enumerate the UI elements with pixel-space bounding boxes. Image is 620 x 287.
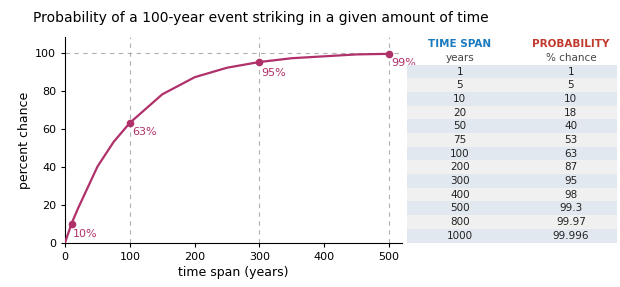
Text: 5: 5 <box>567 80 574 90</box>
Text: 5: 5 <box>456 80 463 90</box>
Text: % chance: % chance <box>546 53 596 63</box>
Bar <box>407 147 617 160</box>
Text: PROBABILITY: PROBABILITY <box>532 39 609 49</box>
Text: 87: 87 <box>564 162 577 172</box>
Text: 10: 10 <box>453 94 466 104</box>
Text: 99%: 99% <box>392 58 417 68</box>
Text: 300: 300 <box>450 176 469 186</box>
Bar <box>407 229 617 243</box>
Bar <box>407 215 617 229</box>
Bar <box>407 106 617 119</box>
Text: 20: 20 <box>453 108 466 118</box>
Text: 1000: 1000 <box>447 231 473 241</box>
Text: 10%: 10% <box>73 229 97 239</box>
Text: 10: 10 <box>564 94 577 104</box>
Text: 95: 95 <box>564 176 577 186</box>
Bar <box>407 119 617 133</box>
Bar <box>407 78 617 92</box>
Bar <box>407 133 617 147</box>
Text: 40: 40 <box>564 121 577 131</box>
Bar <box>407 92 617 106</box>
Bar <box>407 188 617 201</box>
Text: 18: 18 <box>564 108 577 118</box>
Bar <box>407 65 617 78</box>
Y-axis label: percent chance: percent chance <box>18 91 31 189</box>
Text: 75: 75 <box>453 135 466 145</box>
Text: TIME SPAN: TIME SPAN <box>428 39 492 49</box>
Text: 200: 200 <box>450 162 469 172</box>
Text: 99.996: 99.996 <box>552 231 589 241</box>
Bar <box>407 174 617 188</box>
Text: 98: 98 <box>564 190 577 200</box>
Text: 500: 500 <box>450 203 469 213</box>
Text: 99.3: 99.3 <box>559 203 582 213</box>
Bar <box>407 201 617 215</box>
Text: 400: 400 <box>450 190 469 200</box>
Text: 63%: 63% <box>132 127 156 137</box>
X-axis label: time span (years): time span (years) <box>179 266 289 279</box>
Text: 1: 1 <box>567 67 574 77</box>
Text: 800: 800 <box>450 217 469 227</box>
Text: 50: 50 <box>453 121 466 131</box>
Text: 95%: 95% <box>262 68 286 78</box>
Text: 1: 1 <box>456 67 463 77</box>
Text: 99.97: 99.97 <box>556 217 586 227</box>
Text: Probability of a 100-year event striking in a given amount of time: Probability of a 100-year event striking… <box>33 11 488 26</box>
Text: 53: 53 <box>564 135 577 145</box>
Text: 63: 63 <box>564 149 577 159</box>
Text: 100: 100 <box>450 149 469 159</box>
Text: years: years <box>445 53 474 63</box>
Bar <box>407 160 617 174</box>
